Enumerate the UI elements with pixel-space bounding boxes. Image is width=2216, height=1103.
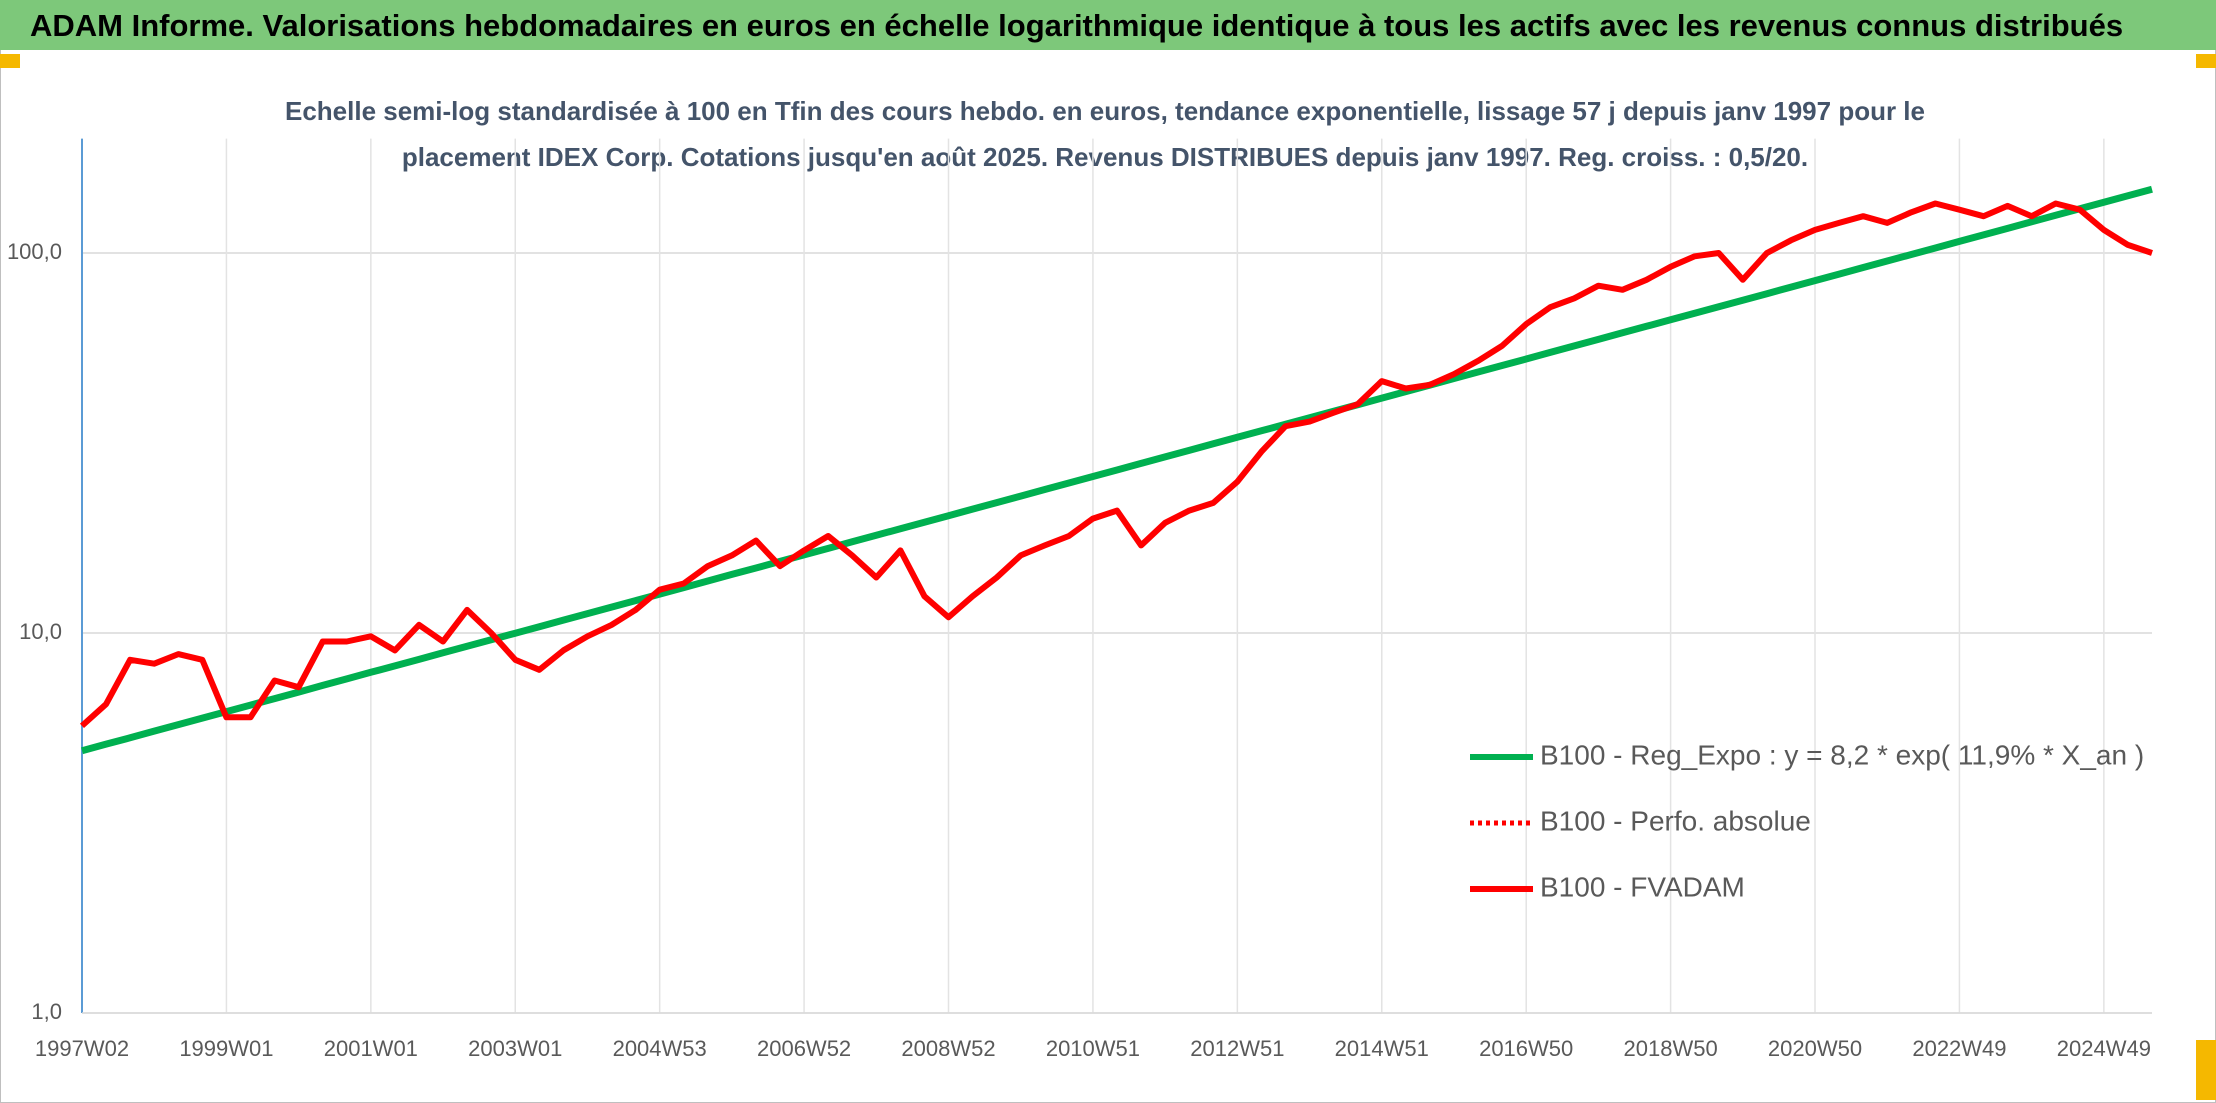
corner-marker	[2196, 1040, 2216, 1100]
x-tick-label: 2014W51	[1335, 1036, 1429, 1061]
x-tick-label: 2024W49	[2057, 1036, 2151, 1061]
x-tick-label: 2004W53	[613, 1036, 707, 1061]
x-tick-label: 2022W49	[1912, 1036, 2006, 1061]
y-tick-label: 10,0	[19, 619, 62, 644]
chart-title: ADAM Informe. Valorisations hebdomadaire…	[30, 8, 2123, 43]
x-tick-label: 2010W51	[1046, 1036, 1140, 1061]
y-tick-label: 1,0	[31, 999, 62, 1024]
series-line	[79, 200, 2153, 729]
title-bar	[0, 0, 2216, 50]
corner-marker	[2196, 54, 2216, 68]
y-tick-label: 100,0	[7, 239, 62, 264]
chart-subtitle: placement IDEX Corp. Cotations jusqu'en …	[402, 142, 1808, 172]
x-tick-label: 2018W50	[1624, 1036, 1718, 1061]
legend-label: B100 - FVADAM	[1540, 871, 1745, 902]
x-tick-label: 2008W52	[901, 1036, 995, 1061]
series-line	[81, 185, 2153, 755]
x-tick-label: 2016W50	[1479, 1036, 1573, 1061]
x-tick-label: 2001W01	[324, 1036, 418, 1061]
x-tick-label: 2003W01	[468, 1036, 562, 1061]
x-tick-label: 2020W50	[1768, 1036, 1862, 1061]
x-tick-label: 2012W51	[1190, 1036, 1284, 1061]
chart-subtitle: Echelle semi-log standardisée à 100 en T…	[285, 96, 1925, 126]
x-tick-label: 1997W02	[35, 1036, 129, 1061]
legend-label: B100 - Perfo. absolue	[1540, 805, 1811, 836]
legend-label: B100 - Reg_Expo : y = 8,2 * exp( 11,9% *…	[1540, 739, 2144, 770]
corner-marker	[0, 54, 20, 68]
x-tick-label: 2006W52	[757, 1036, 851, 1061]
x-tick-label: 1999W01	[179, 1036, 273, 1061]
